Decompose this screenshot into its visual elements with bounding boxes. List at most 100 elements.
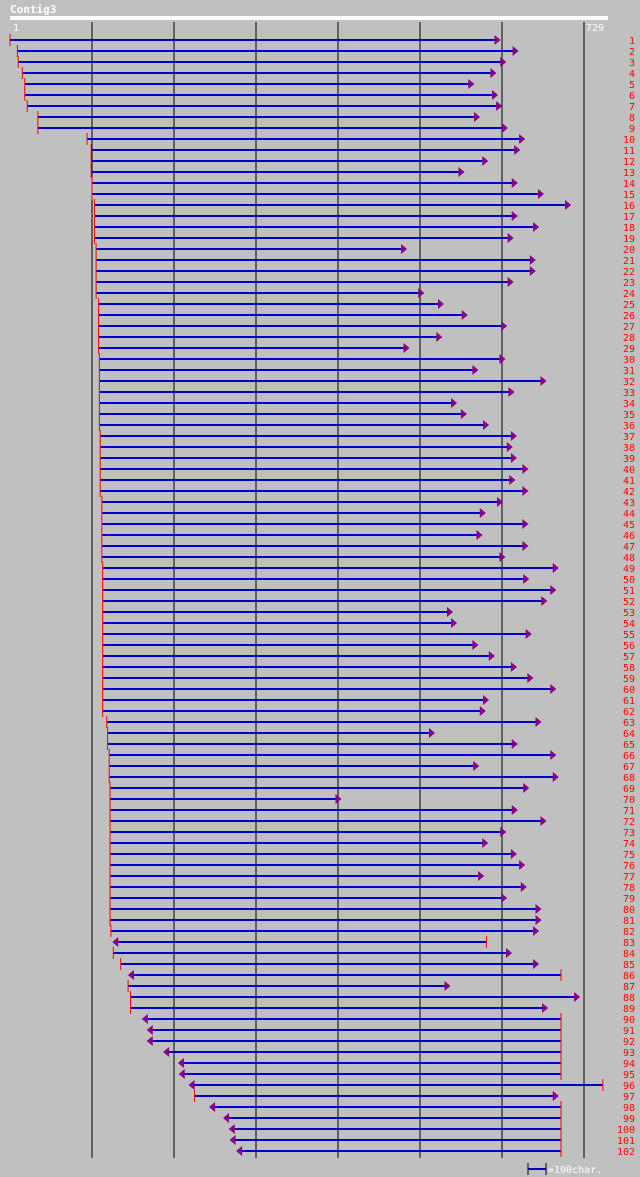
read-label: 53 bbox=[623, 608, 635, 619]
read-arrow-right bbox=[496, 101, 503, 111]
read-row: 25 bbox=[98, 298, 635, 311]
read-row: 64 bbox=[107, 727, 635, 740]
read-row: 10 bbox=[86, 133, 635, 146]
read-arrow-right bbox=[533, 222, 540, 232]
read-row: 22 bbox=[95, 265, 635, 278]
read-label: 64 bbox=[623, 729, 635, 740]
read-row: 57 bbox=[102, 650, 635, 663]
read-arrow-right bbox=[574, 992, 581, 1002]
ruler-start-label: 1 bbox=[13, 23, 19, 34]
read-label: 60 bbox=[623, 685, 635, 696]
read-row: 3 bbox=[17, 56, 635, 69]
read-row: 4 bbox=[21, 67, 635, 80]
read-arrow-right bbox=[552, 772, 559, 782]
ruler-end-label: 729 bbox=[586, 23, 604, 34]
read-arrow-right bbox=[472, 365, 479, 375]
read-arrow-right bbox=[500, 827, 507, 837]
read-row: 20 bbox=[95, 243, 635, 256]
read-arrow-left bbox=[209, 1102, 216, 1112]
read-row: 74 bbox=[109, 837, 635, 850]
read-label: 68 bbox=[623, 773, 635, 784]
read-row: 61 bbox=[102, 694, 635, 707]
read-row: 6 bbox=[24, 89, 635, 102]
read-arrow-right bbox=[510, 662, 517, 672]
read-label: 86 bbox=[623, 971, 635, 982]
read-label: 7 bbox=[629, 102, 635, 113]
read-row: 27 bbox=[98, 320, 635, 333]
read-label: 10 bbox=[623, 135, 635, 146]
read-row: 60 bbox=[102, 683, 635, 696]
read-row: 94 bbox=[177, 1057, 635, 1070]
read-label: 76 bbox=[623, 861, 635, 872]
read-label: 1 bbox=[629, 36, 635, 47]
read-label: 55 bbox=[623, 630, 635, 641]
read-label: 56 bbox=[623, 641, 635, 652]
read-row: 72 bbox=[109, 815, 635, 828]
read-label: 39 bbox=[623, 454, 635, 465]
read-arrow-right bbox=[507, 277, 514, 287]
read-arrow-right bbox=[473, 761, 480, 771]
read-arrow-right bbox=[499, 552, 506, 562]
read-row: 73 bbox=[109, 826, 635, 839]
read-row: 15 bbox=[91, 188, 635, 201]
read-row: 96 bbox=[188, 1079, 635, 1092]
read-label: 52 bbox=[623, 597, 635, 608]
legend-label: =100char. bbox=[548, 1165, 602, 1176]
read-row: 37 bbox=[99, 430, 635, 443]
read-row: 23 bbox=[95, 276, 635, 289]
read-label: 98 bbox=[623, 1103, 635, 1114]
read-label: 49 bbox=[623, 564, 635, 575]
read-arrow-right bbox=[510, 849, 517, 859]
read-label: 57 bbox=[623, 652, 635, 663]
read-arrow-right bbox=[533, 959, 540, 969]
read-arrow-right bbox=[478, 871, 485, 881]
read-label: 85 bbox=[623, 960, 635, 971]
read-arrow-right bbox=[506, 948, 513, 958]
read-row: 13 bbox=[90, 166, 635, 179]
read-label: 75 bbox=[623, 850, 635, 861]
read-label: 48 bbox=[623, 553, 635, 564]
read-arrow-right bbox=[535, 915, 542, 925]
read-arrow-right bbox=[428, 728, 435, 738]
read-label: 31 bbox=[623, 366, 635, 377]
read-row: 45 bbox=[101, 518, 635, 531]
read-row: 63 bbox=[106, 716, 635, 729]
read-row: 35 bbox=[98, 408, 635, 421]
read-row: 93 bbox=[163, 1046, 635, 1059]
read-label: 43 bbox=[623, 498, 635, 509]
read-arrow-right bbox=[540, 376, 547, 386]
read-row: 99 bbox=[223, 1112, 635, 1125]
read-row: 69 bbox=[109, 782, 635, 795]
read-arrow-right bbox=[458, 167, 465, 177]
read-label: 19 bbox=[623, 234, 635, 245]
read-row: 53 bbox=[102, 606, 635, 619]
read-label: 79 bbox=[623, 894, 635, 905]
read-arrow-right bbox=[506, 442, 513, 452]
read-row: 51 bbox=[102, 584, 635, 597]
read-arrow-left bbox=[229, 1135, 236, 1145]
read-arrow-left bbox=[177, 1058, 184, 1068]
read-arrow-right bbox=[520, 882, 527, 892]
read-arrow-right bbox=[437, 299, 444, 309]
read-arrow-right bbox=[550, 684, 557, 694]
read-label: 4 bbox=[629, 69, 635, 80]
read-label: 95 bbox=[623, 1070, 635, 1081]
read-arrow-right bbox=[483, 695, 490, 705]
read-row: 55 bbox=[102, 628, 635, 641]
ruler-bar bbox=[10, 16, 608, 20]
read-arrow-right bbox=[522, 464, 529, 474]
read-arrow-right bbox=[510, 431, 517, 441]
read-label: 78 bbox=[623, 883, 635, 894]
read-label: 96 bbox=[623, 1081, 635, 1092]
read-label: 81 bbox=[623, 916, 635, 927]
read-label: 59 bbox=[623, 674, 635, 685]
read-arrow-right bbox=[490, 68, 497, 78]
read-label: 35 bbox=[623, 410, 635, 421]
read-arrow-right bbox=[511, 805, 518, 815]
read-label: 83 bbox=[623, 938, 635, 949]
read-row: 50 bbox=[102, 573, 635, 586]
read-label: 70 bbox=[623, 795, 635, 806]
read-arrow-right bbox=[541, 596, 548, 606]
read-arrow-right bbox=[499, 354, 506, 364]
